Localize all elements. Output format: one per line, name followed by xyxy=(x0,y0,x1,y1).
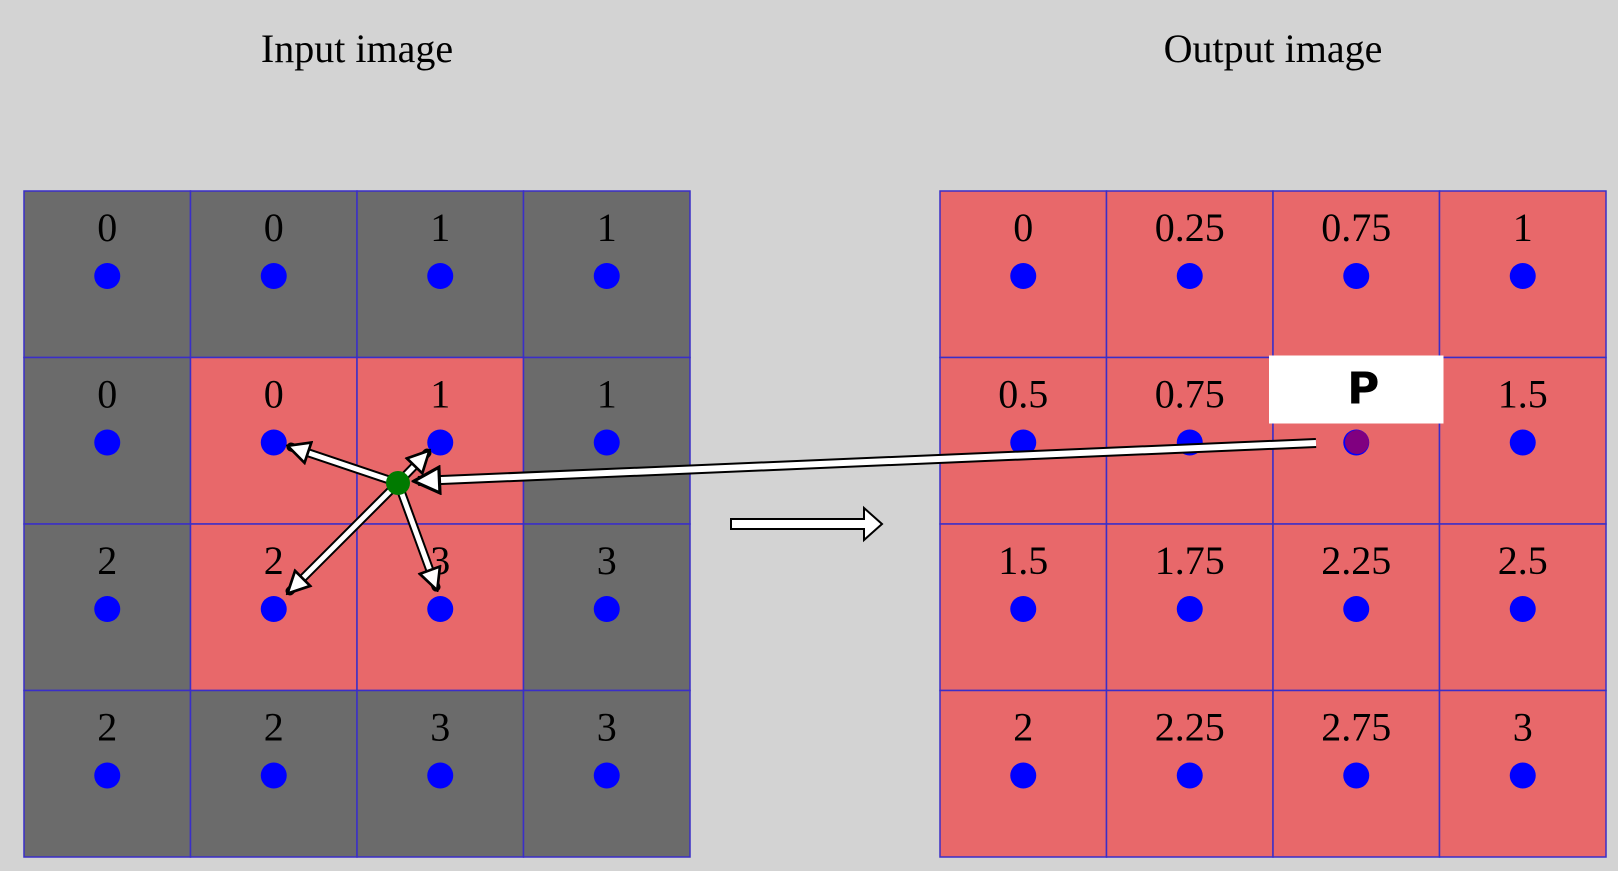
output-cell-value: 2.75 xyxy=(1321,705,1391,750)
output-pixel-dot xyxy=(1343,596,1370,622)
input-pixel-dot xyxy=(593,429,620,456)
output-pixel-dot xyxy=(1010,596,1037,622)
input-cell-value: 1 xyxy=(597,205,617,250)
output-cell-value: 0 xyxy=(1013,205,1033,250)
input-pixel-dot xyxy=(260,429,287,456)
output-pixel-dot xyxy=(1010,762,1037,789)
sample-arrows xyxy=(290,438,1317,591)
output-pixel-dot xyxy=(1010,429,1037,456)
input-pixel-dot xyxy=(427,762,454,789)
output-pixel-dot xyxy=(1343,263,1370,289)
output-cell-value: 1.5 xyxy=(998,538,1048,583)
p-label: P xyxy=(1347,364,1379,415)
input-pixel-dot xyxy=(427,596,454,622)
output-cell-value: 1.5 xyxy=(1498,372,1548,417)
output-cell-value: 0.25 xyxy=(1155,205,1225,250)
input-pixel-dot xyxy=(260,596,287,622)
input-cell-value: 0 xyxy=(264,372,284,417)
input-pixel-dot xyxy=(593,263,620,289)
input-pixel-dot xyxy=(260,263,287,289)
output-cell-value: 0.75 xyxy=(1155,372,1225,417)
input-cell-value: 3 xyxy=(430,705,450,750)
output-pixel-dot xyxy=(1010,263,1037,289)
output-pixel-dot xyxy=(1343,762,1370,789)
input-cell-value: 0 xyxy=(264,205,284,250)
output-cell-value: 1 xyxy=(1513,205,1533,250)
transform-arrow xyxy=(730,505,884,543)
p-label-box xyxy=(1269,355,1444,424)
output-cell-value: 2.25 xyxy=(1321,538,1391,583)
mapping-arrow-from-p xyxy=(418,438,1317,481)
output-cell-value: 2.25 xyxy=(1155,705,1225,750)
output-pixel-dot xyxy=(1509,762,1536,789)
input-pixel-dot xyxy=(94,596,121,622)
output-pixel-dot xyxy=(1509,596,1536,622)
output-image-grid: 0 0.25 0.75 1 0.5 0.75 1.5 1.5 1.75 2.25 2.5 2 2.25 2… xyxy=(939,190,1607,858)
input-cell-value: 2 xyxy=(264,705,284,750)
output-pixel-dot xyxy=(1176,762,1203,789)
output-pixel-dot xyxy=(1176,263,1203,289)
input-pixel-dot xyxy=(593,762,620,789)
input-pixel-dot xyxy=(593,596,620,622)
output-cell-value: 1.75 xyxy=(1155,538,1225,583)
input-cell-value: 1 xyxy=(430,372,450,417)
input-pixel-dot xyxy=(94,429,121,456)
input-pixel-dot xyxy=(94,762,121,789)
input-cell-value: 2 xyxy=(97,705,117,750)
arrow-to-top-left-pixel xyxy=(291,447,403,488)
input-pixel-dot xyxy=(427,263,454,289)
input-pixel-dot xyxy=(427,429,454,456)
output-pixel-dot xyxy=(1176,596,1203,622)
output-cell-value: 2.5 xyxy=(1498,538,1548,583)
sample-point-dot xyxy=(386,471,410,495)
arrow-to-bottom-left-pixel xyxy=(290,478,403,591)
target-pixel-dot xyxy=(1345,430,1369,454)
arrow-to-bottom-right-pixel xyxy=(393,478,436,587)
output-image-title: Output image xyxy=(1164,26,1383,71)
input-image-title: Input image xyxy=(261,26,453,71)
input-cell-value: 1 xyxy=(597,372,617,417)
output-cell-value: 0.75 xyxy=(1321,205,1391,250)
output-cell-value: 2 xyxy=(1013,705,1033,750)
output-cell-value: 3 xyxy=(1513,705,1533,750)
input-cell-value: 1 xyxy=(430,205,450,250)
input-cell-value: 3 xyxy=(597,705,617,750)
output-pixel-dot xyxy=(1509,263,1536,289)
output-cell-value: 0.5 xyxy=(998,372,1048,417)
input-cell-value: 2 xyxy=(97,538,117,583)
output-pixel-dot xyxy=(1509,429,1536,456)
input-pixel-dot xyxy=(260,762,287,789)
input-cell-value: 0 xyxy=(97,205,117,250)
input-pixel-dot xyxy=(94,263,121,289)
input-cell-value: 3 xyxy=(597,538,617,583)
input-cell-value: 0 xyxy=(97,372,117,417)
input-cell-value: 2 xyxy=(264,538,284,583)
